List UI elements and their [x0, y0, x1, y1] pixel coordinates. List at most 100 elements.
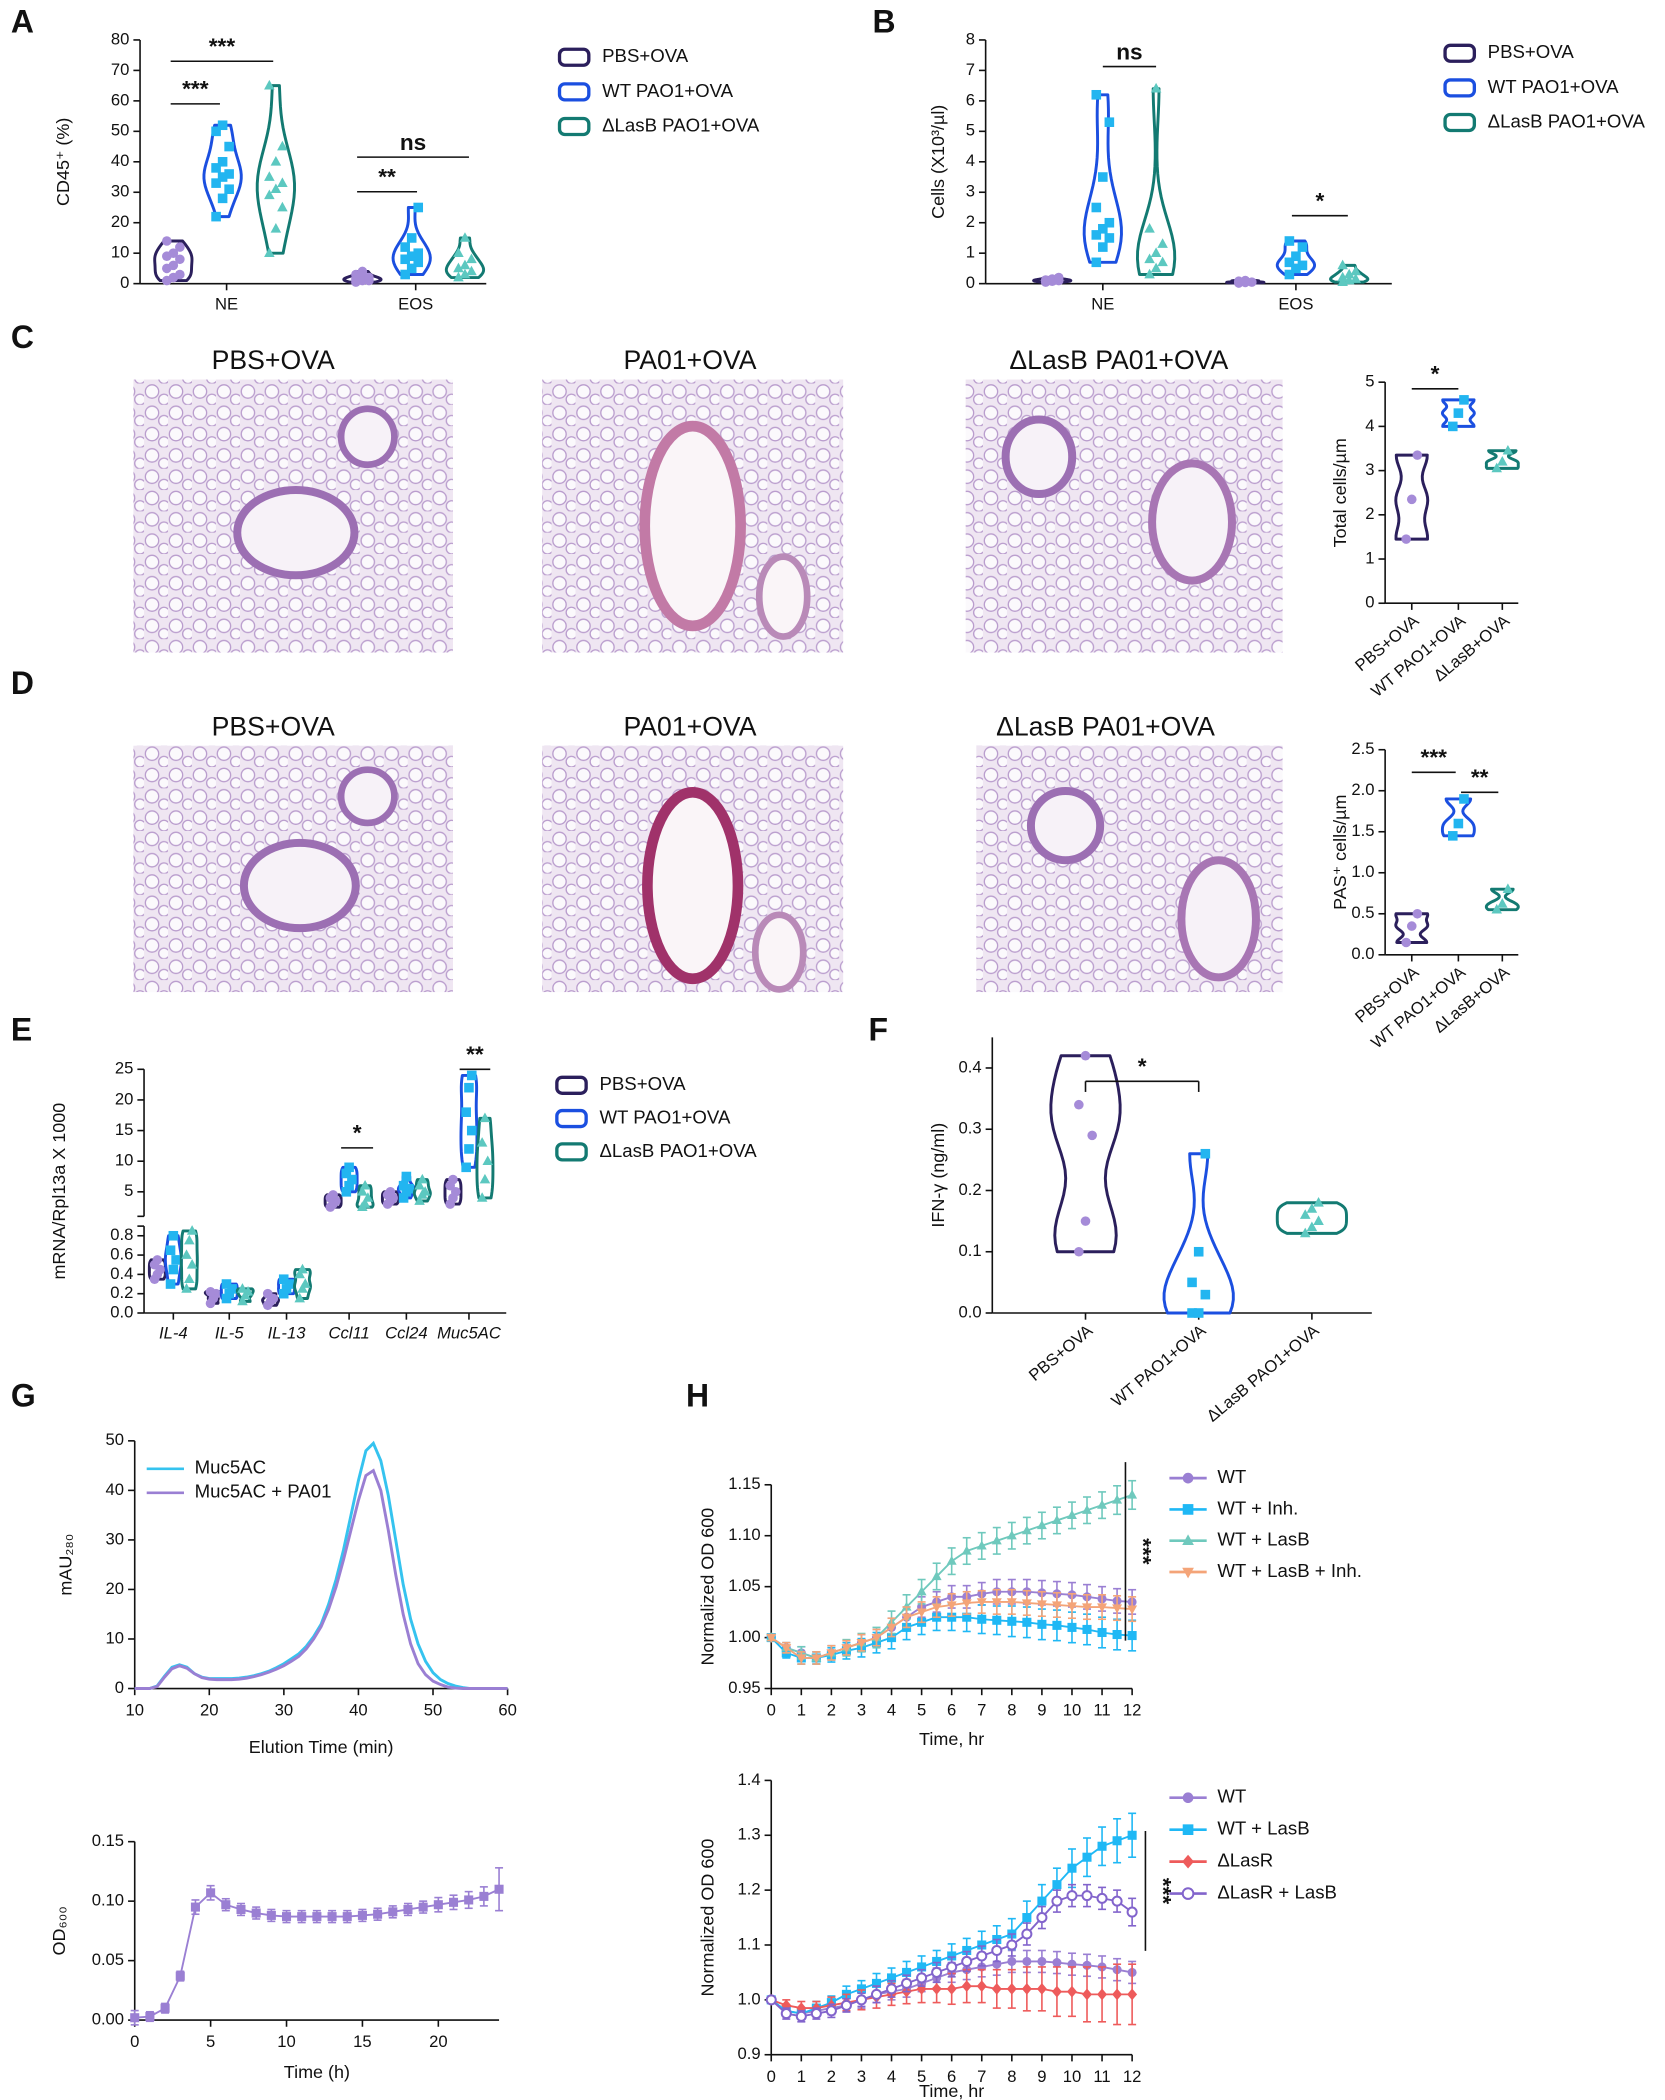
x-tick-label: 15: [353, 2032, 371, 2051]
data-point: [1459, 794, 1469, 804]
data-point: [810, 2008, 822, 2020]
y-tick-label: 15: [115, 1120, 133, 1139]
data-point: [1112, 1604, 1123, 1614]
x-tick-label: 30: [275, 1701, 294, 1720]
histology-c: [133, 379, 1283, 653]
y-tick-label: 4: [1365, 416, 1374, 435]
data-point: [947, 1951, 957, 1961]
data-point: [281, 1284, 292, 1294]
data-point: [168, 248, 179, 258]
data-point: [1144, 268, 1155, 279]
data-point: [168, 1230, 179, 1241]
x-tick-label: 1: [797, 1701, 806, 1720]
data-point: [1306, 1203, 1318, 1213]
data-point: [781, 1644, 792, 1654]
legend-label: WT: [1217, 1466, 1246, 1487]
violin: [293, 1268, 312, 1300]
data-point: [413, 202, 424, 213]
y-axis-label: Normalized OD 600: [697, 1508, 717, 1666]
data-point: [1052, 1620, 1062, 1630]
data-point: [1112, 1988, 1123, 2001]
violin: [1440, 797, 1476, 838]
legend-label: WT + LasB: [1217, 1529, 1309, 1550]
y-axis-label: Total cells/µm: [1330, 438, 1350, 547]
data-point: [461, 1107, 471, 1117]
data-point: [221, 1293, 232, 1304]
legend-label: ΔLasR + LasB: [1217, 1882, 1337, 1903]
y-tick-label: 60: [111, 90, 130, 109]
legend-label: WT: [1217, 1786, 1246, 1807]
data-point: [237, 1295, 248, 1306]
data-point: [916, 1983, 927, 1995]
data-point: [1036, 1912, 1048, 1924]
data-point: [1022, 1617, 1032, 1627]
x-tick-label: 60: [498, 1701, 517, 1720]
data-point: [459, 232, 471, 242]
data-point: [917, 1962, 927, 1972]
data-point: [165, 1245, 176, 1256]
violin: [339, 1165, 359, 1194]
data-point: [417, 1173, 428, 1184]
x-tick-label: 1: [797, 2067, 806, 2086]
data-point: [206, 1888, 216, 1898]
y-tick-label: 1.05: [728, 1576, 760, 1595]
data-point: [450, 1187, 461, 1197]
data-point: [373, 1909, 383, 1919]
significance-label: ***: [209, 34, 236, 59]
x-axis-label: Elution Time (min): [249, 1737, 394, 1757]
data-point: [1096, 1892, 1108, 1904]
significance-label: *: [1431, 362, 1440, 387]
legend-label: PBS+OVA: [599, 1073, 686, 1094]
x-tick-label: 8: [1007, 1701, 1016, 1720]
data-point: [961, 1955, 973, 1967]
y-tick-label: 6: [966, 90, 975, 109]
data-point: [1127, 1605, 1138, 1615]
violin: [1484, 887, 1520, 912]
data-point: [931, 1603, 942, 1613]
y-tick-label: 0.9: [737, 2044, 760, 2063]
data-point: [264, 247, 275, 258]
data-point: [1087, 1130, 1097, 1141]
data-point: [932, 1956, 942, 1966]
data-point: [278, 1274, 289, 1285]
violin: [459, 1073, 479, 1169]
data-point: [357, 1910, 367, 1920]
data-point: [344, 1162, 354, 1173]
data-point: [175, 1971, 185, 1981]
x-tick-label: Muc5AC: [437, 1324, 502, 1343]
data-point: [1157, 256, 1168, 267]
x-tick-label: 10: [277, 2032, 296, 2051]
violin: [412, 1178, 432, 1203]
data-point: [1081, 1890, 1093, 1902]
data-point: [1091, 230, 1102, 240]
data-point: [270, 156, 282, 166]
y-tick-label: 5: [1365, 372, 1374, 391]
legend-swatch: [557, 82, 591, 102]
y-tick-label: 2.5: [1351, 739, 1374, 758]
data-point: [1051, 1601, 1062, 1611]
data-point: [1098, 242, 1108, 252]
significance-label: ***: [182, 77, 209, 102]
data-point: [1240, 275, 1251, 286]
data-point: [1104, 233, 1115, 243]
data-point: [388, 1907, 398, 1917]
x-tick-label: NE: [1091, 294, 1114, 313]
data-point: [902, 1967, 912, 1977]
legend-marker: [1182, 1534, 1194, 1545]
data-point: [270, 223, 282, 233]
data-point: [401, 1171, 412, 1182]
data-point: [887, 1973, 897, 1983]
legend-marker: [1182, 1792, 1194, 1804]
y-tick-label: 0.0: [1351, 944, 1374, 963]
data-point: [1306, 1221, 1318, 1232]
x-tick-label: 0: [767, 2067, 776, 2086]
y-tick-label: 4: [966, 151, 975, 170]
data-point: [916, 1972, 928, 1984]
x-tick-label: IL-13: [268, 1324, 307, 1343]
data-point: [145, 2012, 155, 2022]
legend-swatch: [555, 1108, 588, 1129]
x-tick-label: Ccl24: [385, 1324, 428, 1343]
data-point: [466, 265, 477, 276]
data-point: [217, 193, 228, 204]
